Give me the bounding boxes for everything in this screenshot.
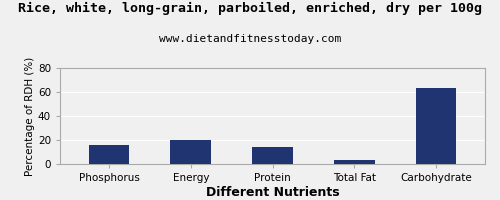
Bar — [334, 160, 374, 164]
Bar — [88, 145, 130, 164]
X-axis label: Different Nutrients: Different Nutrients — [206, 186, 340, 199]
Bar — [252, 147, 293, 164]
Y-axis label: Percentage of RDH (%): Percentage of RDH (%) — [25, 56, 35, 176]
Text: Rice, white, long-grain, parboiled, enriched, dry per 100g: Rice, white, long-grain, parboiled, enri… — [18, 2, 482, 15]
Text: www.dietandfitnesstoday.com: www.dietandfitnesstoday.com — [159, 34, 341, 44]
Bar — [416, 88, 457, 164]
Bar — [170, 140, 211, 164]
